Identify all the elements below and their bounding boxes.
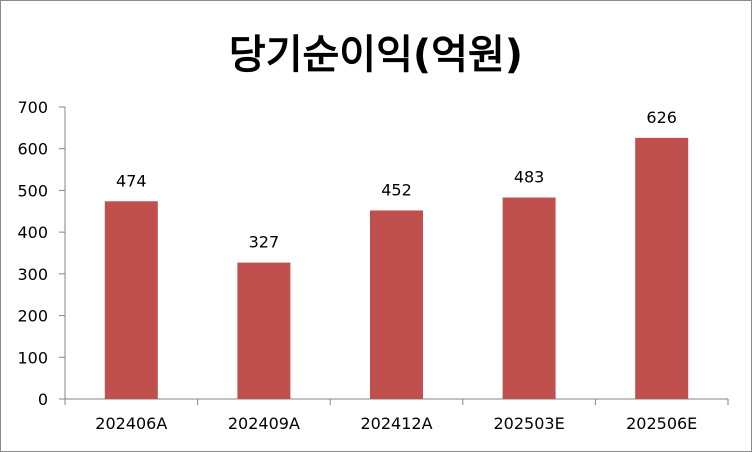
bar bbox=[104, 201, 158, 399]
x-tick-label: 202409A bbox=[228, 414, 300, 433]
data-label: 483 bbox=[514, 168, 545, 187]
y-tick-label: 300 bbox=[17, 265, 48, 284]
x-tick-label: 202506E bbox=[626, 414, 697, 433]
bar bbox=[502, 197, 556, 399]
chart-title: 당기순이익(억원) bbox=[228, 32, 524, 78]
y-tick-label: 600 bbox=[17, 140, 48, 159]
y-tick-label: 200 bbox=[17, 307, 48, 326]
x-tick-label: 202406A bbox=[95, 414, 167, 433]
bars bbox=[104, 137, 689, 399]
y-tick-label: 400 bbox=[17, 223, 48, 242]
data-label: 626 bbox=[646, 108, 677, 127]
x-axis: 202406A 202409A 202412A 202503E 202506E bbox=[64, 398, 729, 433]
data-label: 327 bbox=[249, 233, 280, 252]
x-tick-label: 202503E bbox=[494, 414, 565, 433]
data-labels: 474 327 452 483 626 bbox=[116, 108, 677, 252]
y-axis: 0 100 200 300 400 500 600 700 bbox=[17, 98, 66, 409]
data-label: 474 bbox=[116, 171, 147, 190]
bar bbox=[237, 262, 291, 399]
bar bbox=[370, 210, 423, 399]
bar bbox=[635, 137, 689, 399]
y-tick-label: 700 bbox=[17, 98, 48, 117]
y-tick-label: 100 bbox=[17, 348, 48, 367]
y-tick-label: 500 bbox=[17, 181, 48, 200]
x-tick-label: 202412A bbox=[360, 414, 432, 433]
data-label: 452 bbox=[381, 180, 412, 199]
y-tick-label: 0 bbox=[38, 390, 48, 409]
